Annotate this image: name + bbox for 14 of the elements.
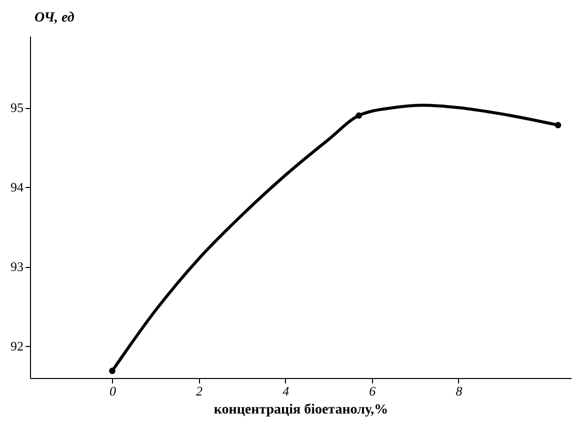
y-tick-label: 94 xyxy=(10,180,24,195)
x-tick-label: 6 xyxy=(369,384,376,398)
point xyxy=(356,112,362,119)
y-tick-label: 93 xyxy=(10,259,24,274)
x-axis-title: концентрація біоетанолу,% xyxy=(214,402,388,418)
point xyxy=(554,122,562,128)
x-tick-label: 4 xyxy=(282,384,290,398)
point xyxy=(109,368,116,374)
x-tick-label: 2 xyxy=(196,384,204,398)
y-axis-title: ОЧ, ед xyxy=(34,10,74,26)
x-tick-label: 0 xyxy=(109,384,116,398)
y-tick-label: 95 xyxy=(10,100,24,116)
y-tick-label: 92 xyxy=(10,338,24,354)
x-tick-label: 8 xyxy=(456,384,463,398)
